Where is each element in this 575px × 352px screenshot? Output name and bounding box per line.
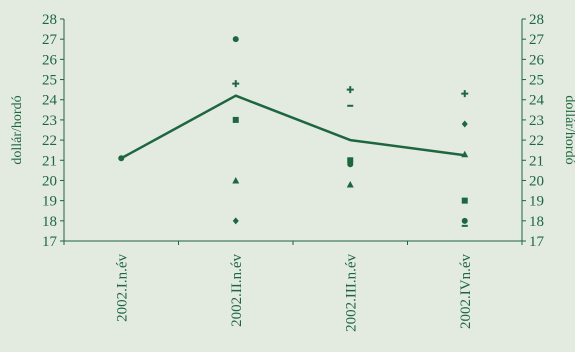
right-y-tick-label: 25 bbox=[529, 73, 544, 89]
data-point-triangle bbox=[232, 176, 240, 184]
data-point-dash bbox=[461, 224, 468, 227]
category-label: 2002.IVn.év bbox=[458, 254, 474, 329]
forecast-points bbox=[118, 36, 469, 227]
right-y-tick-label: 27 bbox=[529, 32, 545, 48]
right-y-ticks: 17 18 19 20 21 22 23 24 25 26 27 28 bbox=[522, 12, 545, 250]
category-label: 2002.II.n.év bbox=[229, 254, 245, 327]
right-y-tick-label: 22 bbox=[529, 133, 544, 149]
x-ticks bbox=[63, 241, 523, 245]
data-point-circle bbox=[461, 217, 468, 224]
axes: 17 18 19 20 21 22 23 24 25 26 27 28 17 18 19 20 21 22 23 2… bbox=[42, 12, 545, 250]
left-y-tick-label: 27 bbox=[42, 32, 58, 48]
left-y-tick-label: 24 bbox=[42, 93, 58, 109]
left-y-tick-label: 28 bbox=[42, 12, 57, 28]
right-y-axis-title: dollár/hordó bbox=[562, 95, 575, 164]
data-point-square bbox=[461, 197, 468, 204]
left-y-tick-label: 19 bbox=[42, 194, 57, 210]
left-y-tick-label: 22 bbox=[42, 133, 57, 149]
category-labels: 2002.I.n.év 2002.II.n.év 2002.III.n.év 2002… bbox=[114, 254, 474, 332]
left-y-tick-label: 20 bbox=[42, 173, 57, 189]
right-y-tick-label: 17 bbox=[529, 234, 545, 250]
data-point-circle bbox=[347, 161, 354, 168]
left-y-tick-label: 18 bbox=[42, 214, 57, 230]
left-y-tick-label: 25 bbox=[42, 73, 57, 89]
data-point-cross bbox=[232, 80, 240, 88]
data-point-cross bbox=[346, 86, 354, 94]
data-point-cross bbox=[461, 90, 469, 98]
left-y-ticks: 17 18 19 20 21 22 23 24 25 26 27 28 bbox=[42, 12, 64, 250]
right-y-tick-label: 21 bbox=[529, 153, 544, 169]
data-point-triangle bbox=[461, 150, 469, 158]
data-point-diamond bbox=[461, 120, 468, 128]
right-y-tick-label: 23 bbox=[529, 113, 544, 129]
data-point-circle bbox=[118, 155, 125, 162]
left-y-axis-title: dollár/hordó bbox=[10, 95, 25, 164]
left-y-tick-label: 23 bbox=[42, 113, 57, 129]
data-point-circle bbox=[232, 36, 239, 43]
category-label: 2002.III.n.év bbox=[343, 254, 359, 332]
right-y-tick-label: 28 bbox=[529, 12, 544, 28]
data-point-square bbox=[232, 116, 239, 123]
right-y-tick-label: 20 bbox=[529, 173, 544, 189]
line-series bbox=[120, 94, 465, 160]
left-y-tick-label: 21 bbox=[42, 153, 57, 169]
data-point-triangle bbox=[346, 180, 354, 188]
left-y-tick-label: 17 bbox=[42, 234, 58, 250]
right-y-tick-label: 24 bbox=[529, 93, 545, 109]
data-point-dash bbox=[347, 104, 354, 107]
right-y-tick-label: 18 bbox=[529, 214, 544, 230]
category-label: 2002.I.n.év bbox=[114, 254, 130, 322]
data-point-square bbox=[347, 157, 354, 164]
right-y-tick-label: 19 bbox=[529, 194, 544, 210]
data-point-diamond bbox=[232, 217, 239, 225]
left-y-tick-label: 26 bbox=[42, 52, 58, 68]
right-y-tick-label: 26 bbox=[529, 52, 545, 68]
line-series-path bbox=[120, 94, 465, 160]
